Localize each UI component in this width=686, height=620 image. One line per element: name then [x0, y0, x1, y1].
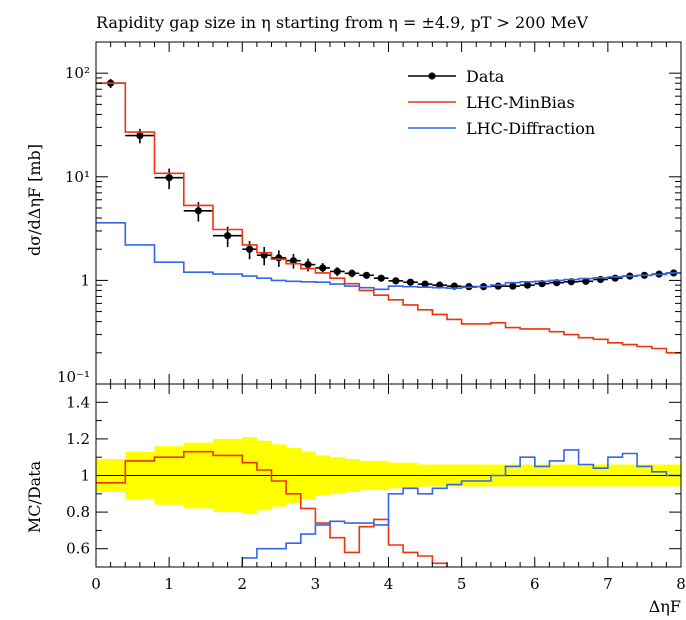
- main-plot-frame: [95, 41, 682, 385]
- x-tick-label: 2: [237, 575, 247, 593]
- data-point: [286, 253, 301, 269]
- tick-labels: 0 1 2 3 4 5 6 7 8 10² 10¹ 1 10⁻¹ 0.6 0.8 1 1.2 1.4: [57, 64, 686, 593]
- data-marker: [136, 131, 144, 140]
- main-series: [96, 78, 681, 354]
- data-marker: [275, 254, 283, 262]
- x-tick-label: 1: [164, 575, 174, 593]
- legend-item-lhc-minbias: LHC-MinBias: [408, 93, 575, 112]
- data-point: [490, 282, 506, 290]
- ratio-y-axis-label: MC/Data: [25, 460, 44, 533]
- x-tick-label: 3: [311, 575, 321, 593]
- data-marker: [421, 280, 429, 288]
- data-marker: [406, 278, 415, 286]
- ratio-y-tick-label: 1.4: [66, 393, 90, 411]
- data-point: [315, 263, 330, 274]
- data-marker: [194, 207, 202, 215]
- legend-label: Data: [466, 67, 505, 86]
- data-point: [330, 267, 345, 277]
- y-tick-label: 10⁻¹: [57, 368, 90, 386]
- data-point: [359, 271, 374, 279]
- data-point: [505, 282, 521, 290]
- data-point: [242, 241, 257, 260]
- data-point: [125, 128, 155, 144]
- tick-marks: [95, 41, 682, 568]
- data-marker: [509, 282, 517, 290]
- data-point: [300, 258, 316, 272]
- data-marker: [582, 277, 590, 285]
- ratio-series-lhc-minbias: [96, 450, 448, 567]
- data-point: [344, 269, 360, 278]
- data-marker: [245, 245, 254, 253]
- series-lhc-minbias: [96, 82, 681, 354]
- y-tick-label: 10²: [65, 64, 90, 82]
- data-point: [520, 281, 535, 289]
- legend-label: LHC-Diffraction: [466, 119, 595, 138]
- x-tick-label: 4: [384, 575, 394, 593]
- main-y-axis-label: dσ/dΔηF [mb]: [25, 144, 44, 256]
- ratio-series: [96, 449, 681, 567]
- y-tick-label: 10¹: [65, 168, 90, 186]
- x-axis-label: ΔηF: [649, 597, 681, 616]
- data-point: [593, 275, 608, 284]
- data-marker: [377, 274, 385, 282]
- x-tick-label: 5: [457, 575, 467, 593]
- legend-label: LHC-MinBias: [466, 93, 575, 112]
- x-tick-label: 7: [603, 575, 613, 593]
- legend: Data LHC-MinBias LHC-Diffraction: [408, 67, 595, 138]
- data-point: [388, 277, 404, 285]
- legend-item-lhc-diffraction: LHC-Diffraction: [408, 119, 595, 138]
- data-marker: [494, 282, 502, 290]
- data-point: [256, 247, 272, 266]
- data-point: [578, 277, 594, 285]
- data-marker: [224, 232, 232, 240]
- data-point: [403, 278, 418, 286]
- data-marker: [289, 257, 298, 265]
- x-tick-label: 8: [676, 575, 686, 593]
- data-marker: [611, 274, 619, 282]
- x-tick-label: 0: [91, 575, 101, 593]
- ratio-y-tick-label: 1.2: [66, 430, 90, 448]
- legend-item-data: Data: [408, 67, 505, 86]
- data-marker: [392, 277, 400, 285]
- legend-marker: [428, 72, 436, 80]
- data-marker: [319, 264, 327, 272]
- series-lhc-diffraction: [96, 222, 681, 291]
- chart-title: Rapidity gap size in η starting from η =…: [96, 13, 588, 32]
- data-marker: [304, 261, 312, 269]
- data-marker: [348, 269, 356, 277]
- data-marker: [165, 174, 173, 182]
- x-tick-label: 6: [530, 575, 540, 593]
- data-point: [373, 274, 389, 282]
- ratio-series-lhc-diffraction: [241, 449, 681, 567]
- y-tick-label: 1: [80, 271, 90, 289]
- data-point: [607, 274, 623, 282]
- data-marker: [362, 271, 371, 279]
- data-marker: [596, 275, 605, 284]
- ratio-y-tick-label: 1: [80, 467, 90, 485]
- data-point: [417, 280, 433, 288]
- ratio-y-tick-label: 0.8: [66, 503, 90, 521]
- data-point: [154, 168, 184, 190]
- ratio-y-tick-label: 0.6: [66, 540, 90, 558]
- data-marker: [333, 267, 341, 276]
- data-marker: [523, 281, 532, 289]
